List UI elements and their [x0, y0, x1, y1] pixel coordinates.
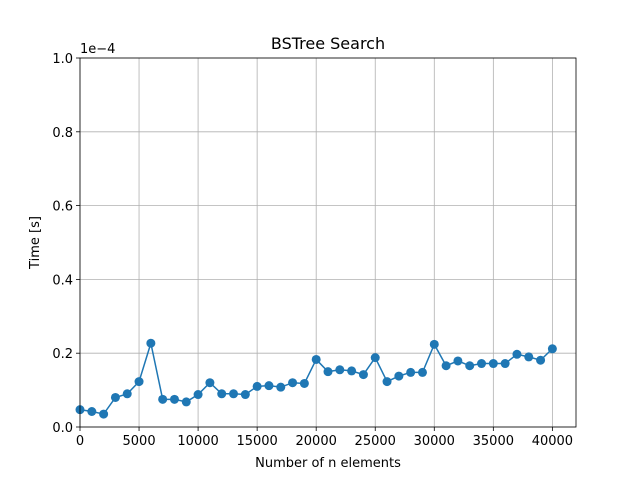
y-axis-label: Time [s]: [28, 216, 43, 270]
data-point: [229, 389, 239, 399]
chart-title: BSTree Search: [271, 34, 385, 53]
data-point: [500, 359, 510, 369]
data-point: [122, 389, 132, 399]
y-tick-label: 0.6: [52, 200, 73, 215]
y-axis-offset-label: 1e−4: [80, 42, 115, 57]
data-point: [358, 370, 368, 380]
data-point: [264, 381, 274, 391]
data-point: [394, 371, 404, 381]
data-point: [382, 377, 392, 387]
x-tick-label: 5000: [123, 434, 156, 449]
data-point: [347, 366, 357, 376]
data-point: [323, 367, 333, 377]
data-point: [512, 349, 522, 359]
data-point: [441, 361, 451, 371]
x-tick-label: 25000: [355, 434, 396, 449]
plot-frame: [79, 57, 577, 428]
data-point: [547, 344, 557, 354]
data-point: [429, 339, 439, 349]
y-tick-label: 1.0: [52, 52, 73, 67]
x-tick-label: 0: [76, 434, 84, 449]
data-point: [240, 390, 250, 400]
data-point: [252, 381, 262, 391]
x-tick-label: 20000: [296, 434, 337, 449]
data-point: [299, 378, 309, 388]
x-tick-label: 40000: [532, 434, 573, 449]
data-point: [87, 407, 97, 417]
data-point: [370, 353, 380, 363]
y-tick-label: 0.0: [52, 421, 73, 436]
axis-ticks: 0 5000 10000 15000 20000 25000 30000 35000 40000…: [52, 52, 573, 449]
data-point: [335, 365, 345, 375]
y-tick-label: 0.2: [52, 347, 73, 362]
data-point: [406, 367, 416, 377]
data-point: [488, 359, 498, 369]
data-point: [524, 352, 534, 362]
data-point: [311, 354, 321, 364]
data-point: [110, 392, 120, 402]
data-point: [205, 378, 215, 388]
data-point: [453, 356, 463, 366]
data-point: [465, 361, 475, 371]
data-series: [75, 338, 557, 419]
data-point: [477, 359, 487, 369]
x-axis-label: Number of n elements: [255, 456, 401, 471]
data-point: [193, 390, 203, 400]
data-point: [169, 394, 179, 404]
x-tick-label: 15000: [236, 434, 277, 449]
data-point: [158, 394, 168, 404]
data-point: [146, 338, 156, 348]
data-point: [288, 378, 298, 388]
data-point: [181, 397, 191, 407]
data-point: [217, 389, 227, 399]
x-tick-label: 35000: [473, 434, 514, 449]
data-point: [134, 377, 144, 387]
x-tick-label: 10000: [177, 434, 218, 449]
data-point: [536, 355, 546, 365]
data-point: [276, 382, 286, 392]
grid: [79, 57, 576, 428]
data-point: [99, 409, 109, 419]
y-tick-label: 0.4: [52, 273, 73, 288]
data-point: [417, 367, 427, 377]
y-tick-label: 0.8: [52, 126, 73, 141]
x-tick-label: 30000: [414, 434, 455, 449]
